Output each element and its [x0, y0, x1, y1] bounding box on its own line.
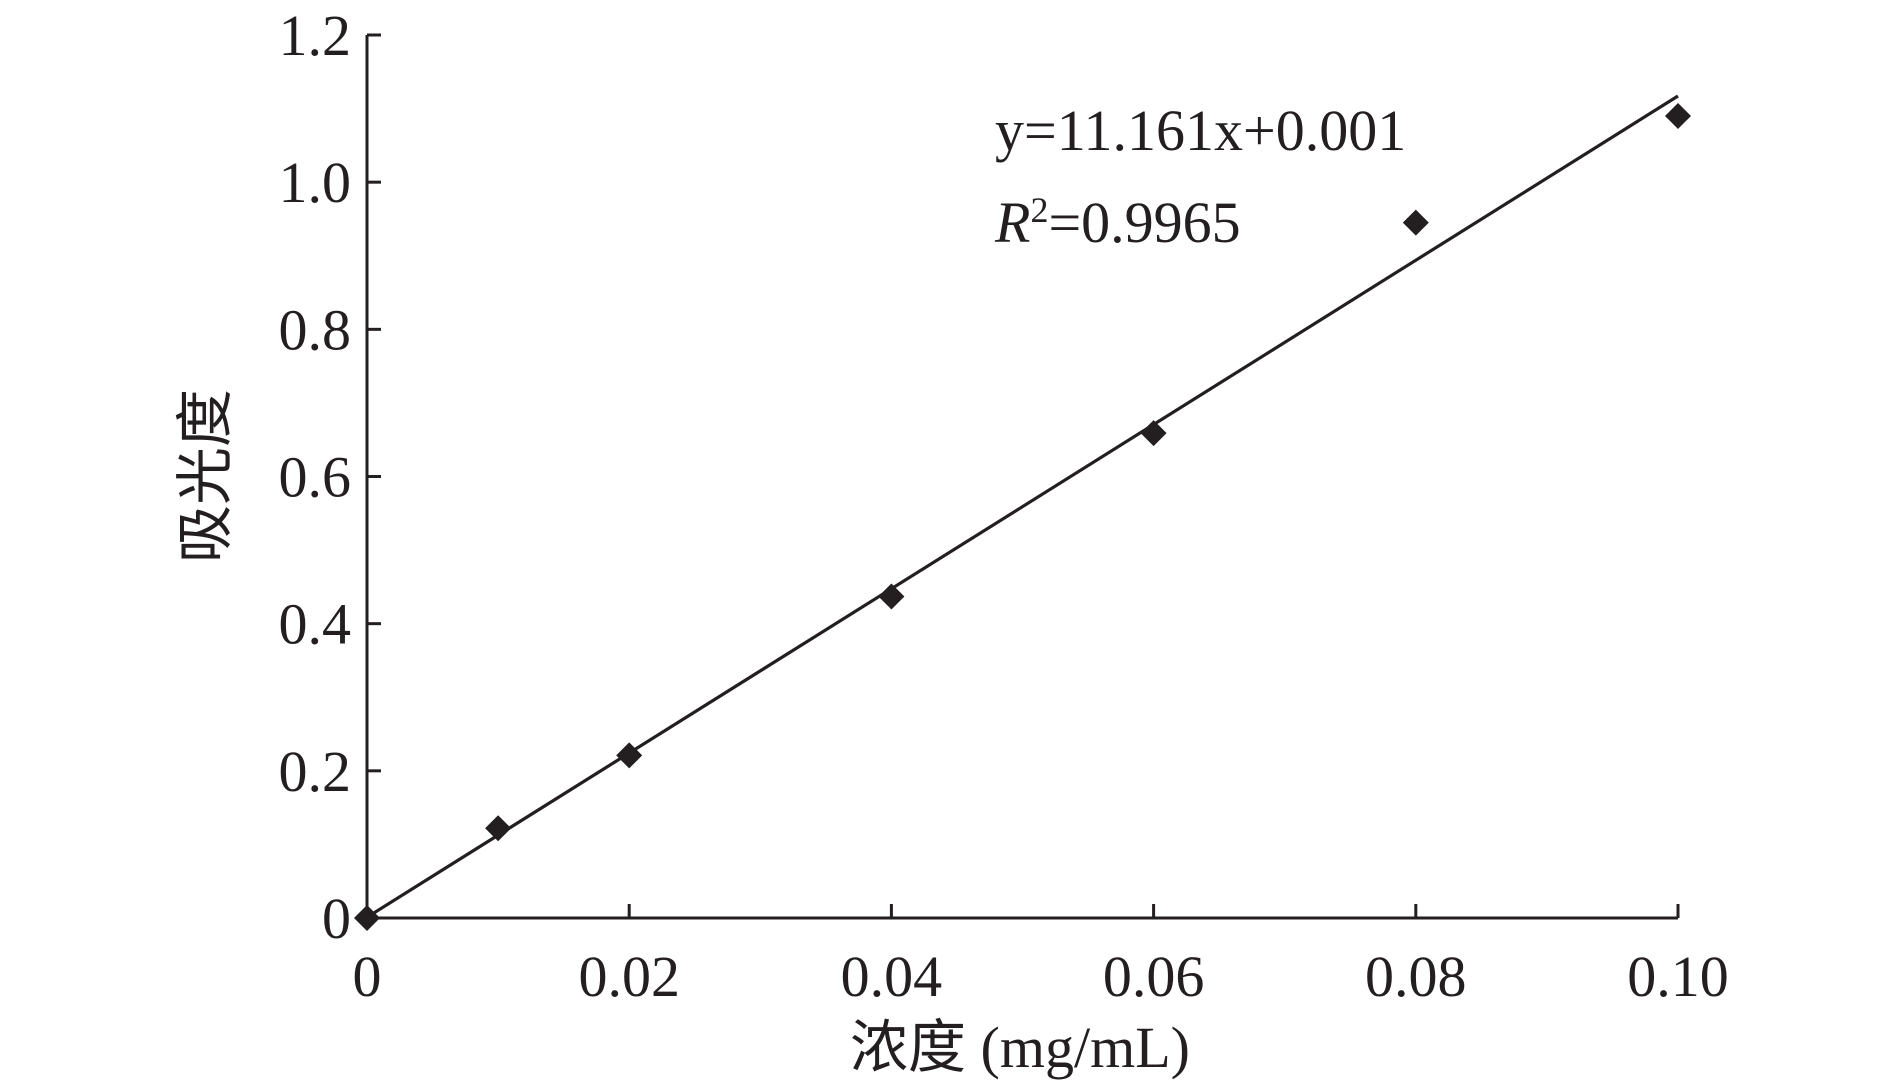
x-tick-label: 0.02 [578, 944, 680, 1009]
data-point [616, 742, 643, 769]
x-axis-title: 浓度 (mg/mL) [850, 1015, 1190, 1080]
y-tick-label: 0.6 [279, 445, 352, 510]
x-ticks: 0 0.02 0.04 0.06 0.08 0.10 [353, 904, 1729, 1009]
r-squared-value: =0.9965 [1048, 190, 1240, 255]
x-tick-label: 0 [353, 944, 382, 1009]
data-point [1140, 420, 1167, 447]
y-tick-label: 1.0 [279, 150, 352, 215]
data-point [485, 815, 512, 842]
y-tick-label: 0 [322, 886, 351, 951]
data-point [878, 583, 905, 610]
r-squared-label: R2=0.9965 [994, 190, 1241, 255]
data-points [354, 102, 1691, 931]
y-tick-label: 0.4 [279, 592, 352, 657]
y-tick-label: 0.2 [279, 739, 352, 804]
r-squared-exponent: 2 [1030, 190, 1048, 230]
y-tick-label: 1.2 [279, 3, 352, 68]
r-squared-symbol: R [994, 190, 1030, 255]
y-ticks: 0 0.2 0.4 0.6 0.8 1.0 1.2 [279, 3, 381, 951]
y-axis-title: 吸光度 [173, 389, 238, 563]
trend-line [366, 94, 1679, 919]
data-point [354, 905, 380, 931]
x-tick-label: 0.08 [1365, 944, 1467, 1009]
data-point [1665, 102, 1691, 129]
trendline-equation: y=11.161x+0.001 [995, 98, 1406, 163]
data-point [1402, 209, 1429, 236]
y-tick-label: 0.8 [279, 297, 352, 362]
x-tick-label: 0.06 [1103, 944, 1205, 1009]
axes [365, 35, 1678, 920]
x-tick-label: 0.10 [1627, 944, 1729, 1009]
x-tick-label: 0.04 [841, 944, 943, 1009]
